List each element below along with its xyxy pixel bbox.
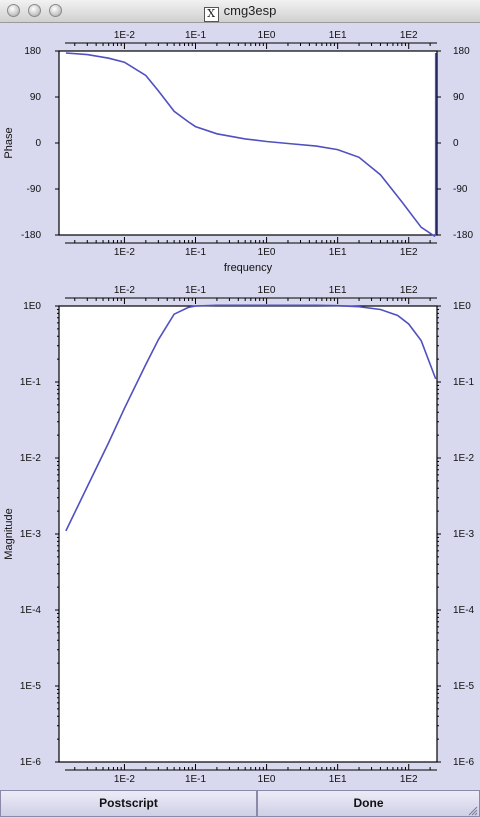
phase-curve <box>65 52 437 238</box>
magnitude-curve <box>65 304 437 532</box>
minimize-window-button[interactable] <box>28 4 41 17</box>
magnitude-left-tick-label: 1E-1 <box>20 377 42 388</box>
phase-top-tick-label: 1E2 <box>400 30 418 41</box>
phase-left-tick-label: 180 <box>24 46 41 57</box>
magnitude-bottom-tick-label: 1E2 <box>400 774 418 785</box>
phase-left-tick-label: 90 <box>30 92 42 103</box>
magnitude-bottom-tick-label: 1E-1 <box>185 774 207 785</box>
phase-right-tick-label: 90 <box>453 92 465 103</box>
phase-left-tick-label: 0 <box>35 138 41 149</box>
phase-left-tick-label: -180 <box>21 230 41 241</box>
magnitude-right-tick-label: 1E-3 <box>453 529 475 540</box>
magnitude-top-tick-label: 1E2 <box>400 285 418 296</box>
x11-icon: X <box>203 7 219 22</box>
phase-x-axis-label: frequency <box>224 262 273 274</box>
phase-top-tick-label: 1E1 <box>329 30 347 41</box>
phase-bottom-tick-label: 1E0 <box>258 247 276 258</box>
magnitude-left-tick-label: 1E-6 <box>20 757 42 768</box>
bode-plots: 1E-2 1E-2 1E-1 1E-1 1E0 1E0 1E1 1E1 1E2 1E2 180 180… <box>3 30 475 785</box>
magnitude-left-tick-label: 1E-3 <box>20 529 42 540</box>
magnitude-left-tick-label: 1E-5 <box>20 681 42 692</box>
magnitude-bottom-tick-label: 1E1 <box>329 774 347 785</box>
done-button[interactable]: Done <box>257 790 480 817</box>
magnitude-left-tick-label: 1E-4 <box>20 605 42 616</box>
phase-right-tick-label: 180 <box>453 46 470 57</box>
magnitude-left-tick-label: 1E-2 <box>20 453 42 464</box>
phase-bottom-tick-label: 1E-1 <box>185 247 207 258</box>
magnitude-left-tick-label: 1E0 <box>23 301 41 312</box>
magnitude-plot-area <box>58 305 438 763</box>
magnitude-right-tick-label: 1E-5 <box>453 681 475 692</box>
magnitude-bottom-tick-label: 1E0 <box>258 774 276 785</box>
magnitude-bottom-tick-label: 1E-2 <box>114 774 136 785</box>
phase-right-tick-label: 0 <box>453 138 459 149</box>
magnitude-top-tick-label: 1E0 <box>258 285 276 296</box>
magnitude-right-tick-label: 1E0 <box>453 301 471 312</box>
magnitude-y-axis-label: Magnitude <box>3 508 15 559</box>
phase-bottom-tick-label: 1E1 <box>329 247 347 258</box>
magnitude-right-tick-label: 1E-1 <box>453 377 475 388</box>
phase-top-tick-label: 1E-2 <box>114 30 136 41</box>
phase-top-tick-label: 1E-1 <box>185 30 207 41</box>
postscript-button[interactable]: Postscript <box>0 790 257 817</box>
magnitude-right-tick-label: 1E-6 <box>453 757 475 768</box>
close-window-button[interactable] <box>7 4 20 17</box>
phase-bottom-tick-label: 1E-2 <box>114 247 136 258</box>
phase-plot-area <box>58 50 438 236</box>
phase-left-tick-label: -90 <box>27 184 42 195</box>
resize-grip-icon[interactable] <box>466 804 478 816</box>
magnitude-right-tick-label: 1E-2 <box>453 453 475 464</box>
magnitude-top-tick-label: 1E-2 <box>114 285 136 296</box>
phase-top-tick-label: 1E0 <box>258 30 276 41</box>
magnitude-top-tick-label: 1E-1 <box>185 285 207 296</box>
phase-right-tick-label: -180 <box>453 230 473 241</box>
phase-bottom-tick-label: 1E2 <box>400 247 418 258</box>
magnitude-right-tick-label: 1E-4 <box>453 605 475 616</box>
phase-y-axis-label: Phase <box>3 127 15 158</box>
phase-right-tick-label: -90 <box>453 184 468 195</box>
zoom-window-button[interactable] <box>49 4 62 17</box>
window-title: cmg3esp <box>223 3 277 18</box>
magnitude-top-tick-label: 1E1 <box>329 285 347 296</box>
